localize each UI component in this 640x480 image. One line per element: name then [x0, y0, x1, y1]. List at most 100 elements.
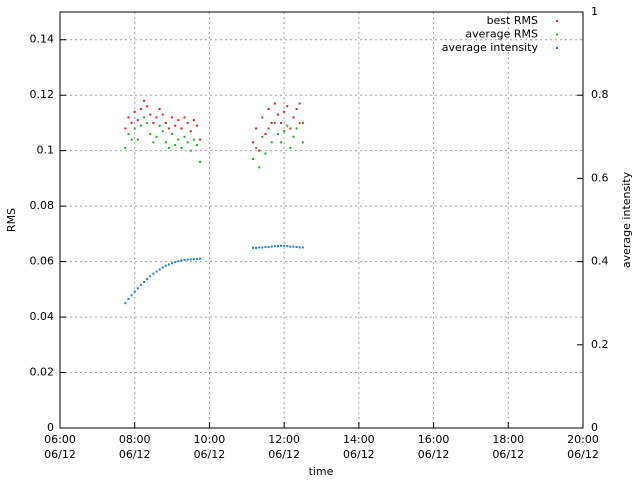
point: [301, 246, 304, 249]
point: [261, 116, 264, 119]
point: [283, 110, 286, 113]
point: [186, 141, 189, 144]
point: [267, 127, 270, 130]
point: [199, 257, 202, 260]
point: [261, 135, 264, 138]
point: [292, 116, 295, 119]
point: [292, 135, 295, 138]
y-tick-label: 0.04: [30, 310, 55, 323]
point: [155, 116, 158, 119]
point: [158, 124, 161, 127]
point: [255, 127, 258, 130]
point: [295, 108, 298, 111]
point: [174, 261, 177, 264]
point: [252, 157, 255, 160]
y2-axis-label: average intensity: [620, 171, 633, 268]
point: [264, 152, 267, 155]
y-tick-label: 0.02: [30, 366, 55, 379]
point: [186, 121, 189, 124]
point: [261, 246, 264, 249]
y2-tick-label: 0.4: [591, 255, 609, 268]
x-tick-label: 20:00 06/12: [567, 433, 599, 461]
point: [301, 121, 304, 124]
y2-tick-label: 0.2: [591, 338, 609, 351]
point: [174, 124, 177, 127]
point: [286, 105, 289, 108]
point: [177, 138, 180, 141]
legend-marker: [556, 20, 558, 22]
y-tick-label: 0: [47, 421, 54, 434]
point: [164, 264, 167, 267]
point: [289, 146, 292, 149]
point: [192, 119, 195, 122]
point: [155, 270, 158, 273]
point: [133, 290, 136, 293]
point: [143, 99, 146, 102]
y2-tick-label: 1: [591, 5, 598, 18]
point: [171, 133, 174, 136]
legend-label: average RMS: [465, 28, 538, 41]
point: [189, 149, 192, 152]
point: [258, 246, 261, 249]
point: [252, 141, 255, 144]
point: [280, 121, 283, 124]
x-tick-label: 06:00 06/12: [44, 433, 76, 461]
point: [267, 246, 270, 249]
point: [136, 287, 139, 290]
point: [252, 246, 255, 249]
point: [276, 245, 279, 248]
point: [258, 149, 261, 152]
point: [124, 302, 127, 305]
point: [171, 116, 174, 119]
point: [189, 258, 192, 261]
y-tick-label: 0.08: [30, 199, 55, 212]
y-tick-label: 0.1: [37, 144, 55, 157]
point: [164, 141, 167, 144]
point: [195, 124, 198, 127]
x-tick-label: 08:00 06/12: [118, 433, 151, 461]
point: [161, 266, 164, 269]
point: [289, 127, 292, 130]
point: [149, 113, 152, 116]
point: [143, 116, 146, 119]
y-tick-label: 0.12: [30, 88, 55, 101]
point: [286, 124, 289, 127]
point: [161, 113, 164, 116]
x-axis-label: time: [309, 465, 334, 478]
legend-label: best RMS: [487, 14, 538, 27]
point: [164, 121, 167, 124]
x-tick-label: 12:00 06/12: [268, 433, 300, 461]
point: [264, 246, 267, 249]
point: [149, 133, 152, 136]
point: [264, 133, 267, 136]
point: [146, 121, 149, 124]
point: [270, 141, 273, 144]
point: [167, 127, 170, 130]
point: [283, 130, 286, 133]
x-tick-label: 14:00 06/12: [342, 433, 375, 461]
point: [276, 133, 279, 136]
point: [289, 245, 292, 248]
point: [286, 245, 289, 248]
point: [130, 294, 133, 297]
x-tick-label: 10:00 06/12: [193, 433, 226, 461]
x-tick-label: 16:00 06/12: [417, 433, 450, 461]
point: [136, 119, 139, 122]
y-axis-label: RMS: [5, 208, 18, 232]
point: [186, 258, 189, 261]
point: [127, 133, 130, 136]
point: [152, 121, 155, 124]
y-tick-label: 0.14: [30, 33, 55, 46]
point: [167, 263, 170, 266]
point: [143, 280, 146, 283]
point: [158, 108, 161, 111]
point: [183, 116, 186, 119]
point: [149, 275, 152, 278]
point: [177, 119, 180, 122]
point: [139, 124, 142, 127]
y-tick-label: 0.06: [30, 255, 55, 268]
point: [130, 121, 133, 124]
point: [180, 146, 183, 149]
